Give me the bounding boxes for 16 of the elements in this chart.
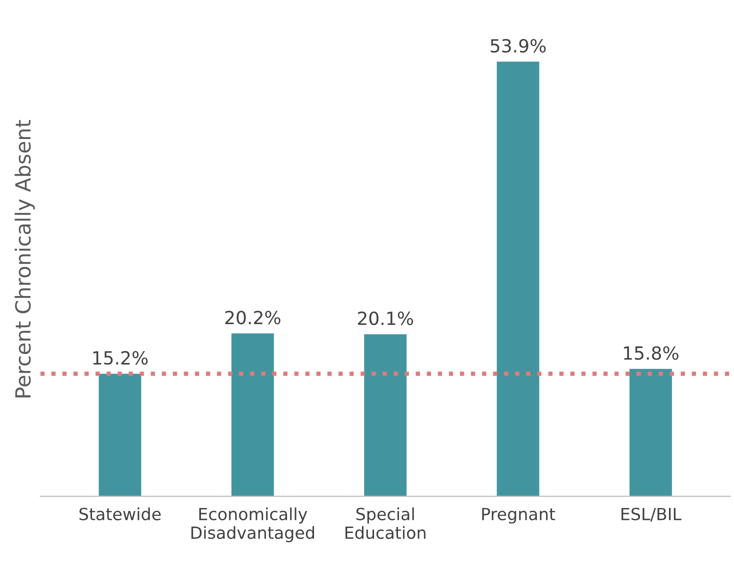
y-axis-title: Percent Chronically Absent [14,120,35,398]
bar [98,374,142,496]
data-label: 53.9% [490,38,546,53]
x-tick-label: Economically Disadvantaged [191,507,314,542]
data-label: 20.1% [358,312,414,326]
x-tick-label: ESL/BIL [622,508,682,522]
data-label: 20.2% [225,310,280,324]
x-tick-label: Special Education [345,507,426,539]
bar [629,368,672,496]
x-tick-label: Pregnant [482,508,556,524]
data-label: 15.2% [93,351,148,365]
bar [364,334,407,496]
x-tick-label: Statewide [79,507,161,520]
bar [496,62,540,496]
bar [231,333,274,496]
data-label: 15.8% [624,346,678,360]
